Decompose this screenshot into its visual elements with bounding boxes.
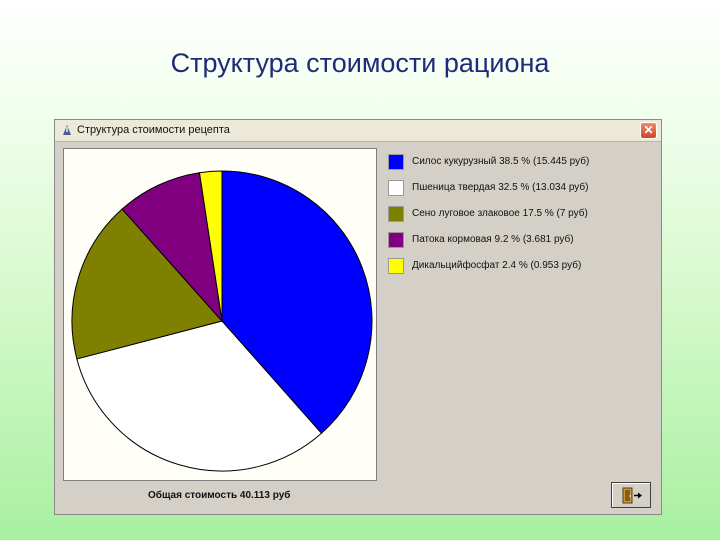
legend-item: Силос кукурузный 38.5 % (15.445 руб) (388, 154, 658, 180)
close-icon: ✕ (643, 123, 654, 137)
legend-item: Сено луговое злаковое 17.5 % (7 руб) (388, 206, 658, 232)
legend-item: Патока кормовая 9.2 % (3.681 руб) (388, 232, 658, 258)
app-window: Структура стоимости рецепта ✕ Силос куку… (54, 119, 662, 515)
legend-swatch (388, 258, 404, 274)
slide-title: Структура стоимости рациона (170, 48, 550, 78)
pie-slice (221, 170, 373, 434)
close-button[interactable]: ✕ (640, 122, 657, 139)
legend-item: Дикальцийфосфат 2.4 % (0.953 руб) (388, 258, 658, 284)
legend-label: Патока кормовая 9.2 % (3.681 руб) (412, 234, 574, 245)
pie-slice (71, 208, 223, 360)
chart-legend: Силос кукурузный 38.5 % (15.445 руб) Пше… (388, 154, 658, 284)
legend-swatch (388, 206, 404, 222)
window-titlebar[interactable]: Структура стоимости рецепта ✕ (55, 120, 661, 142)
legend-label: Пшеница твердая 32.5 % (13.034 руб) (412, 182, 589, 193)
pie-chart (71, 170, 373, 472)
pie-slice (121, 172, 223, 323)
legend-item: Пшеница твердая 32.5 % (13.034 руб) (388, 180, 658, 206)
pie-slice (76, 320, 323, 472)
app-icon (63, 125, 71, 135)
legend-swatch (388, 180, 404, 196)
window-title: Структура стоимости рецепта (77, 124, 230, 136)
legend-label: Дикальцийфосфат 2.4 % (0.953 руб) (412, 260, 582, 271)
exit-door-icon (622, 487, 642, 504)
total-cost-label: Общая стоимость 40.113 руб (148, 490, 291, 501)
exit-button[interactable] (611, 482, 651, 508)
legend-label: Сено луговое злаковое 17.5 % (7 руб) (412, 208, 588, 219)
pie-chart-panel (63, 148, 377, 481)
legend-swatch (388, 154, 404, 170)
pie-slice (198, 170, 223, 322)
legend-label: Силос кукурузный 38.5 % (15.445 руб) (412, 156, 590, 167)
legend-swatch (388, 232, 404, 248)
